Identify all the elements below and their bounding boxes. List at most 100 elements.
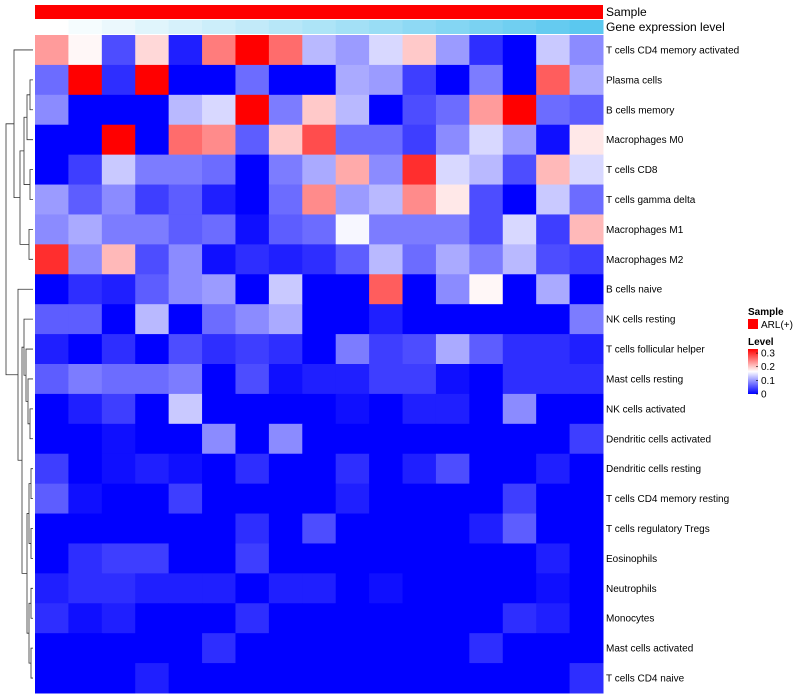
- heatmap-cell: [68, 513, 103, 544]
- heatmap-cell: [335, 663, 370, 694]
- row-label: Dendritic cells resting: [606, 464, 701, 475]
- dendrogram-branch: [25, 348, 33, 402]
- heatmap-cell: [35, 35, 69, 66]
- heatmap-cell: [569, 513, 604, 544]
- heatmap-cell: [68, 214, 103, 245]
- annotation-cell-gene-expression: [435, 20, 470, 34]
- heatmap-cell: [335, 453, 370, 485]
- legend-level-ticks: 0.3 0.2 0.1 0: [756, 349, 775, 401]
- heatmap-cell: [101, 364, 136, 395]
- heatmap-cell: [302, 184, 337, 215]
- heatmap-cell: [101, 274, 136, 305]
- heatmap-cell: [35, 154, 69, 186]
- heatmap-cell: [35, 423, 69, 455]
- dendrogram-branch: [29, 408, 33, 440]
- heatmap-cell: [68, 124, 103, 156]
- heatmap-cell: [268, 543, 303, 574]
- heatmap-cell: [369, 603, 404, 634]
- heatmap-cell: [469, 304, 504, 335]
- heatmap-cell: [235, 603, 270, 634]
- heatmap-cell: [202, 184, 236, 215]
- dendrogram-branch: [29, 169, 33, 200]
- heatmap-cell: [35, 94, 69, 126]
- row-dendrogram: [5, 49, 33, 679]
- heatmap-cell: [369, 274, 404, 305]
- heatmap-cell: [402, 304, 437, 335]
- heatmap-cell: [135, 274, 170, 305]
- heatmap-cell: [135, 573, 170, 604]
- heatmap-cell: [268, 423, 303, 455]
- row-label: T cells gamma delta: [606, 195, 696, 206]
- heatmap-cell: [35, 64, 69, 96]
- annotation-cell-gene-expression: [68, 20, 103, 34]
- heatmap-cell: [536, 244, 571, 275]
- row-label: Macrophages M0: [606, 135, 684, 146]
- dendrogram-branch: [30, 528, 33, 559]
- heatmap-cell: [302, 543, 337, 574]
- heatmap-cell: [435, 64, 470, 96]
- heatmap-cell: [536, 483, 571, 515]
- heatmap-cell: [536, 513, 571, 544]
- heatmap-cell: [536, 184, 571, 215]
- heatmap-cell: [435, 244, 470, 275]
- heatmap-cell: [268, 64, 303, 96]
- heatmap-cell: [235, 423, 270, 455]
- heatmap-cell: [435, 423, 470, 455]
- row-label: T cells follicular helper: [606, 345, 705, 356]
- heatmap-cell: [202, 364, 236, 395]
- row-label: Neutrophils: [606, 584, 657, 595]
- heatmap-cell: [435, 603, 470, 634]
- heatmap-cell: [536, 364, 571, 395]
- heatmap-cell: [68, 393, 103, 425]
- heatmap-cell: [268, 184, 303, 215]
- heatmap-cell: [402, 214, 437, 245]
- heatmap-cell: [68, 94, 103, 126]
- heatmap-cell: [369, 304, 404, 335]
- heatmap-cell: [235, 543, 270, 574]
- heatmap-cell: [135, 603, 170, 634]
- heatmap-cell: [68, 64, 103, 96]
- legend-level-title: Level: [748, 337, 774, 348]
- heatmap-cell: [235, 274, 270, 305]
- heatmap-cell: [35, 513, 69, 544]
- heatmap-cell: [135, 304, 170, 335]
- heatmap-cell: [402, 334, 437, 365]
- heatmap-cell: [402, 513, 437, 544]
- heatmap-cell: [435, 124, 470, 156]
- heatmap-cell: [302, 154, 337, 186]
- heatmap-cell: [536, 35, 571, 66]
- heatmap-cell: [302, 124, 337, 156]
- annotation-bars: [35, 5, 604, 34]
- heatmap-cell: [168, 513, 203, 544]
- heatmap-cell: [101, 64, 136, 96]
- heatmap-cell: [502, 35, 537, 66]
- heatmap-cell: [469, 64, 504, 96]
- heatmap-cell: [502, 334, 537, 365]
- heatmap-cell: [235, 393, 270, 425]
- heatmap-cell: [202, 633, 236, 664]
- heatmap-cell: [168, 364, 203, 395]
- heatmap-cell: [268, 334, 303, 365]
- heatmap-cell: [335, 423, 370, 455]
- heatmap-cell: [469, 453, 504, 485]
- heatmap-cell: [101, 663, 136, 694]
- heatmap-cell: [502, 573, 537, 604]
- heatmap-cells: [35, 35, 604, 694]
- heatmap-cell: [402, 483, 437, 515]
- heatmap-cell: [35, 184, 69, 215]
- heatmap-cell: [335, 364, 370, 395]
- dendrogram-branch: [30, 468, 33, 499]
- dendrogram-branch: [29, 79, 33, 111]
- heatmap-cell: [68, 543, 103, 574]
- annotation-cell-gene-expression: [469, 20, 504, 34]
- heatmap-cell: [435, 304, 470, 335]
- heatmap-cell: [135, 364, 170, 395]
- heatmap-cell: [335, 154, 370, 186]
- dendrogram-branch: [17, 288, 33, 461]
- heatmap-cell: [135, 94, 170, 126]
- heatmap-cell: [235, 663, 270, 694]
- heatmap-cell: [402, 184, 437, 215]
- heatmap-cell: [536, 334, 571, 365]
- heatmap-cell: [569, 64, 604, 96]
- heatmap-cell: [569, 35, 604, 66]
